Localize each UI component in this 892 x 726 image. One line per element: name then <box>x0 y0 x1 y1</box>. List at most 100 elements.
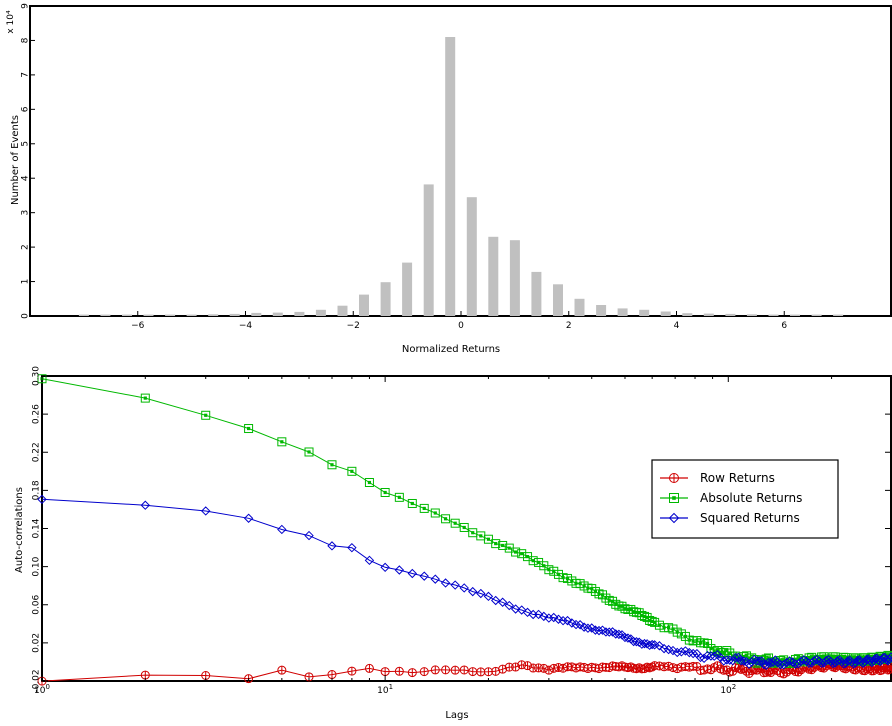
legend-label: Row Returns <box>700 471 775 485</box>
series-point <box>709 651 719 661</box>
series-point <box>639 638 650 649</box>
series-point <box>793 659 804 669</box>
series-point-dot <box>556 572 561 576</box>
series-point-dot <box>617 604 621 608</box>
histogram-x-axis-label: Normalized Returns <box>402 344 500 355</box>
series-point-dot <box>744 654 749 658</box>
legend-items: Row Returns Absolute Returns Squared Retur… <box>660 471 802 525</box>
histogram-bar <box>122 314 132 316</box>
series-point <box>620 632 630 643</box>
histogram-bar <box>531 271 542 316</box>
histogram-bar <box>509 240 520 316</box>
series-point <box>528 556 538 566</box>
histogram-bar <box>251 312 262 316</box>
autocorrelation-y-tick-label: -0.02 <box>32 669 42 692</box>
series-point <box>544 565 554 575</box>
series-point <box>768 657 778 667</box>
histogram-x-tick-label: 2 <box>566 321 572 331</box>
autocorrelation-y-tick-label: 0.26 <box>32 404 42 424</box>
series-point <box>394 565 405 575</box>
series-point-dot <box>817 657 821 661</box>
series-point <box>407 568 418 579</box>
series-point <box>647 639 657 650</box>
histogram-bar <box>100 314 111 316</box>
series-point <box>848 659 859 669</box>
autocorrelation-y-tick-label: 0.14 <box>32 518 42 538</box>
series-point-dot <box>507 546 511 550</box>
series-point-dot <box>810 655 814 659</box>
series-point <box>364 555 375 566</box>
series-point <box>668 645 678 656</box>
series-point <box>676 647 687 657</box>
series-point-dot <box>547 568 551 572</box>
autocorrelation-y-axis-label: Auto-correlations <box>14 487 25 573</box>
histogram-bar <box>143 314 154 316</box>
histogram-bar <box>746 314 757 316</box>
series-point <box>37 374 47 384</box>
histogram-x-tick-label: −2 <box>347 321 360 331</box>
histogram-bars <box>78 37 844 316</box>
series-point <box>440 578 451 588</box>
legend-item: Row Returns <box>660 471 775 485</box>
series-point <box>744 659 754 669</box>
series-point <box>860 657 870 667</box>
series-point <box>727 655 738 666</box>
series-point <box>644 640 655 651</box>
series-point <box>558 615 568 626</box>
series-point-dot <box>702 641 706 645</box>
histogram-y-tick-label: 1 <box>21 279 31 285</box>
series-point-dot <box>494 542 498 546</box>
series-point <box>517 549 527 559</box>
autocorrelation-chart: 100 101 102 -0.020.020.060.100.140.180.220… <box>14 366 892 721</box>
series-point <box>140 500 151 510</box>
series-point <box>544 613 554 623</box>
series-point-dot <box>819 655 824 659</box>
series-point <box>668 512 680 524</box>
series-point <box>730 652 741 663</box>
histogram-y-tick-label: 3 <box>21 210 31 216</box>
series-point <box>419 571 429 581</box>
series-point <box>799 655 809 665</box>
series-point <box>394 492 404 502</box>
histogram-bar <box>186 314 197 316</box>
series-point <box>516 605 527 615</box>
series-point <box>419 503 429 513</box>
series-point <box>277 437 287 447</box>
series-point-dot <box>307 450 311 454</box>
series-point <box>327 541 337 551</box>
histogram-bar <box>596 305 607 316</box>
series-point <box>304 530 314 541</box>
series-point-dot <box>330 463 334 467</box>
series-point <box>575 620 585 630</box>
series-point <box>884 654 892 665</box>
series-point-dot <box>657 623 662 627</box>
series-point-dot <box>773 660 777 664</box>
series-point <box>695 652 706 663</box>
autocorrelation-y-tick-label: 0.30 <box>32 366 42 386</box>
series-point <box>634 637 644 647</box>
histogram-chart: −6 −4 −2 0 2 4 6 0 1 2 3 4 5 6 7 8 9 Normalized Returns… <box>6 3 892 355</box>
series-point-dot <box>453 521 457 525</box>
series-point <box>571 619 581 630</box>
histogram-y-tick-label: 5 <box>21 141 31 147</box>
series-point-dot <box>887 654 892 658</box>
legend-label: Squared Returns <box>700 511 800 525</box>
histogram-y-tick-label: 8 <box>21 37 31 43</box>
series-point <box>491 539 501 549</box>
histogram-x-tick-label: 6 <box>781 321 787 331</box>
histogram-bar <box>811 314 822 316</box>
series-point <box>441 514 451 524</box>
series-point-dot <box>525 555 530 559</box>
histogram-bar <box>315 309 326 316</box>
series-point <box>754 656 764 666</box>
series-point <box>562 615 573 626</box>
series-point <box>347 466 357 476</box>
series-point <box>614 629 624 640</box>
series-point <box>380 487 390 497</box>
series-point <box>766 657 776 668</box>
series-point-dot <box>640 613 644 618</box>
series-point <box>608 596 618 606</box>
series-point <box>702 650 713 661</box>
series-point <box>511 547 521 557</box>
